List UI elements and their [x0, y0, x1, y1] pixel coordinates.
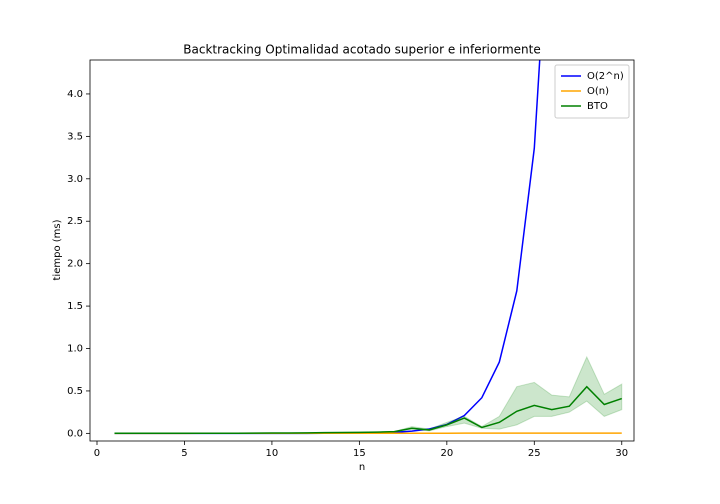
- y-tick-label: 0.5: [67, 386, 83, 397]
- chart-title: Backtracking Optimalidad acotado superio…: [183, 43, 540, 57]
- plot-area: [114, 60, 623, 435]
- axes-frame: [89, 59, 635, 442]
- legend-box: [554, 64, 630, 119]
- y-tick-label: 3.0: [67, 174, 83, 185]
- y-tick-label: 1.5: [67, 301, 83, 312]
- x-axis-label: n: [359, 462, 365, 473]
- x-tick-label: 5: [181, 448, 187, 459]
- x-tick-label: 10: [266, 448, 279, 459]
- y-tick-label: 0.0: [67, 428, 83, 439]
- legend-label: BTO: [587, 101, 608, 112]
- y-tick-label: 1.0: [67, 344, 83, 355]
- legend-label: O(2^n): [587, 71, 624, 82]
- legend-label: O(n): [587, 86, 609, 97]
- y-tick-label: 2.0: [67, 259, 83, 270]
- y-tick-label: 2.5: [67, 216, 83, 227]
- y-axis-label: tiempo (ms): [52, 219, 63, 280]
- y-tick-label: 4.0: [67, 89, 83, 100]
- x-tick-label: 20: [440, 448, 453, 459]
- line: [114, 385, 622, 435]
- x-tick-label: 30: [615, 448, 628, 459]
- y-tick-label: 3.5: [67, 131, 83, 142]
- x-tick-label: 25: [528, 448, 541, 459]
- x-tick-label: 15: [353, 448, 366, 459]
- x-tick-label: 0: [94, 448, 100, 459]
